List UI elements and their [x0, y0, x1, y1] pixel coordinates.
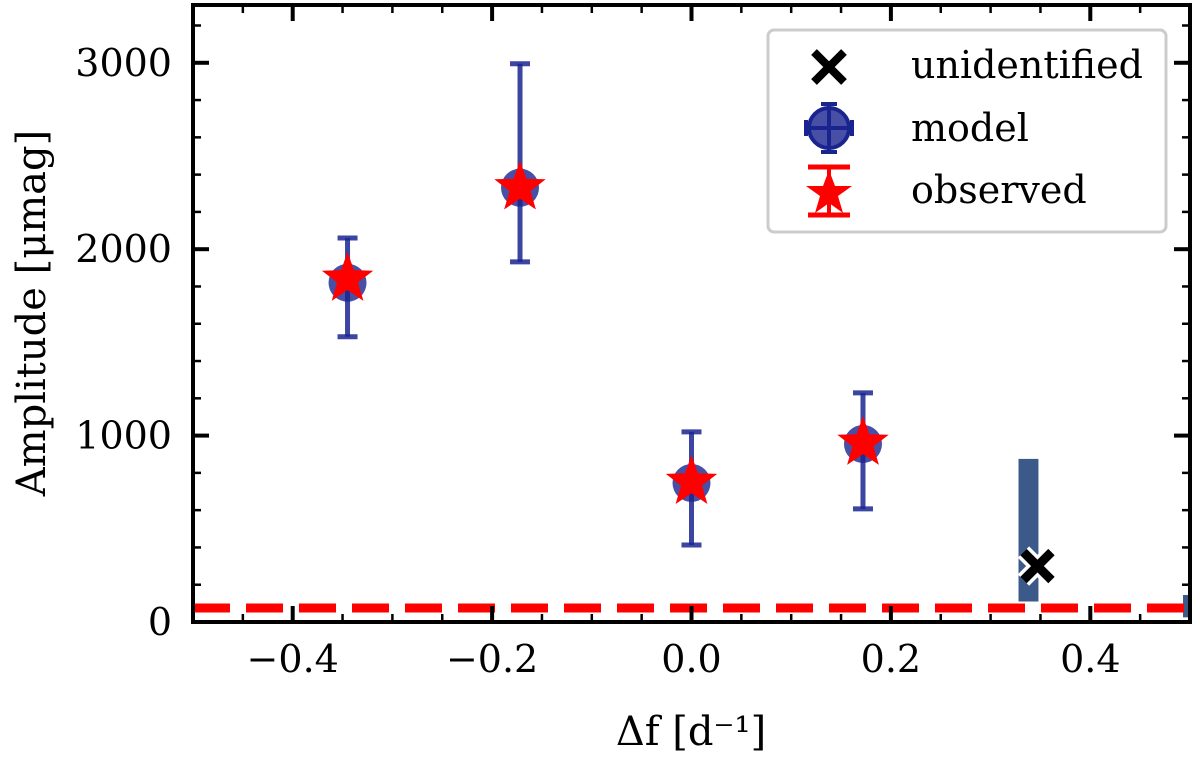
legend-label-model: model: [911, 106, 1029, 150]
y-tick-label: 3000: [75, 41, 172, 85]
observed-star-marker: [837, 416, 889, 465]
legend-observed-icon: [806, 164, 852, 218]
legend-label-unidentified: unidentified: [911, 43, 1143, 87]
axis-ticks: [191, 5, 1192, 624]
observed-star-marker: [494, 160, 546, 210]
unidentified-x-marker: [1017, 546, 1058, 586]
observed-star-marker: [665, 455, 718, 504]
spectrum-bar: [1183, 594, 1190, 618]
y-axis-label: Amplitude [μmag]: [9, 130, 55, 497]
x-axis-label: Δf [d⁻¹]: [616, 709, 766, 755]
y-tick-label: 2000: [75, 227, 172, 271]
legend-box: [766, 28, 1168, 234]
y-tick-label: 0: [148, 600, 172, 644]
observed-star-marker: [321, 252, 374, 301]
legend-label-observed: observed: [911, 168, 1087, 212]
x-tick-label: 0.0: [661, 637, 721, 681]
tick-labels: −0.4 −0.2 0.0 0.2 0.4 0 1000 2000 3000: [75, 41, 1120, 681]
legend-model-icon: [804, 102, 854, 154]
x-tick-label: −0.2: [446, 637, 538, 681]
legend-x-icon: [811, 49, 847, 85]
legend: unidentified model observed: [766, 28, 1168, 234]
x-tick-label: 0.4: [1060, 637, 1120, 681]
x-marker-stroke: [1020, 548, 1055, 584]
x-tick-label: 0.2: [861, 637, 921, 681]
x-tick-label: −0.4: [247, 637, 339, 681]
y-tick-label: 1000: [75, 414, 172, 458]
